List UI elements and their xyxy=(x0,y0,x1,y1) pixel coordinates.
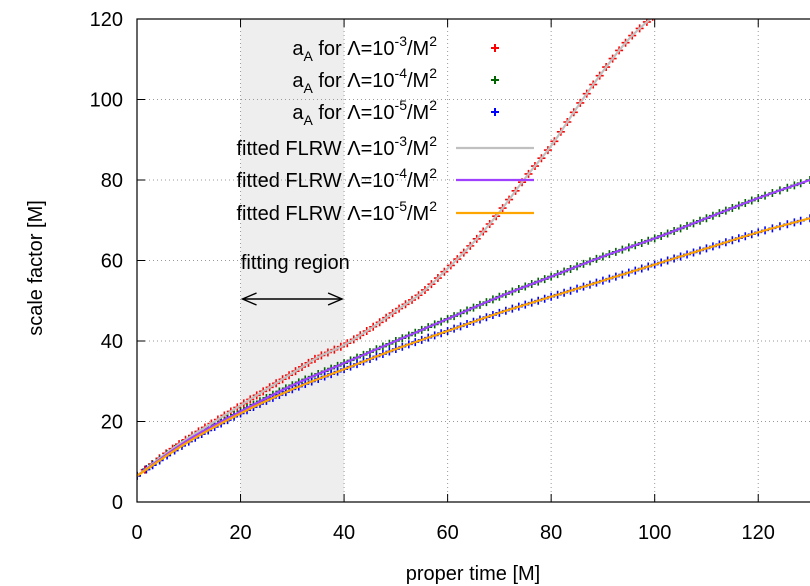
legend-label-part: for Λ=10 xyxy=(313,102,395,124)
x-tick-label: 20 xyxy=(229,522,251,544)
legend-label-part: fitted FLRW Λ=10 xyxy=(236,138,394,160)
legend-label-part: /M xyxy=(407,170,429,192)
x-axis-label: proper time [M] xyxy=(406,563,540,585)
y-tick-label: 80 xyxy=(101,170,123,192)
legend-label: aA for Λ=10-3/M2 xyxy=(292,33,437,64)
legend-label-part: /M xyxy=(407,102,429,124)
legend-label: fitted FLRW Λ=10-4/M2 xyxy=(236,165,437,192)
y-tick-label: 40 xyxy=(101,331,123,353)
legend-label: fitted FLRW Λ=10-3/M2 xyxy=(236,133,437,160)
legend-label-part: -4 xyxy=(395,65,408,81)
grid-layer xyxy=(137,19,810,502)
fitting-region-arrowhead-right xyxy=(327,292,344,306)
y-tick-label: 0 xyxy=(112,492,123,514)
legend-label-part: 2 xyxy=(429,165,437,181)
y-axis-label: scale factor [M] xyxy=(25,200,47,336)
y-tick-label: 60 xyxy=(101,251,123,273)
legend-label: aA for Λ=10-4/M2 xyxy=(292,65,437,96)
legend-label-part: for Λ=10 xyxy=(313,70,395,92)
data-point xyxy=(137,471,141,480)
legend-label-part: 2 xyxy=(429,97,437,113)
legend-label-part: A xyxy=(303,80,313,96)
legend-label-part: A xyxy=(303,48,313,64)
legend-label-part: a xyxy=(292,70,304,92)
legend-label-part: 2 xyxy=(429,198,437,214)
legend-label-part: 2 xyxy=(429,65,437,81)
legend-marker xyxy=(491,108,499,116)
legend-label-part: for Λ=10 xyxy=(313,38,395,60)
x-tick-label: 60 xyxy=(436,522,458,544)
x-tick-label: 80 xyxy=(540,522,562,544)
legend-marker xyxy=(491,44,499,52)
x-tick-label: 100 xyxy=(638,522,671,544)
y-tick-label: 120 xyxy=(90,9,123,31)
legend-label-part: /M xyxy=(407,138,429,160)
legend-label-part: -5 xyxy=(395,198,408,214)
legend-label-part: 2 xyxy=(429,133,437,149)
fitting-region-label: fitting region xyxy=(241,252,350,274)
legend-label-part: -4 xyxy=(395,165,408,181)
y-tick-label: 100 xyxy=(90,90,123,112)
x-tick-label: 40 xyxy=(333,522,355,544)
legend-label: aA for Λ=10-5/M2 xyxy=(292,97,437,128)
legend-label-part: -3 xyxy=(395,33,408,49)
legend-label-part: /M xyxy=(407,38,429,60)
legend-label-part: /M xyxy=(407,203,429,225)
legend-label-part: /M xyxy=(407,70,429,92)
series-line-fitted-flrw-10-3-m-2 xyxy=(137,19,652,477)
legend-marker xyxy=(491,76,499,84)
y-tick-label: 20 xyxy=(101,412,123,434)
x-tick-label: 120 xyxy=(742,522,775,544)
legend-label: fitted FLRW Λ=10-5/M2 xyxy=(236,198,437,225)
legend-label-part: 2 xyxy=(429,33,437,49)
legend-label-part: -5 xyxy=(395,97,408,113)
legend-label-part: a xyxy=(292,38,304,60)
legend-label-part: fitted FLRW Λ=10 xyxy=(236,170,394,192)
annot-layer: fitting region xyxy=(240,252,350,306)
tick-layer: 0 20 40 60 80 100 120 0 20 40 60 80 100 120 xyxy=(90,9,775,544)
series-line-fitted-flrw-10-4-m-2 xyxy=(137,178,810,477)
series-line-fitted-flrw-10-5-m-2 xyxy=(137,217,810,477)
x-tick-label: 0 xyxy=(131,522,142,544)
fitting-region-arrowhead-left xyxy=(240,292,257,306)
series-layer xyxy=(137,19,810,480)
legend-label-part: -3 xyxy=(395,133,408,149)
legend-label-part: fitted FLRW Λ=10 xyxy=(236,203,394,225)
legend-label-part: A xyxy=(303,112,313,128)
legend-label-part: a xyxy=(292,102,304,124)
